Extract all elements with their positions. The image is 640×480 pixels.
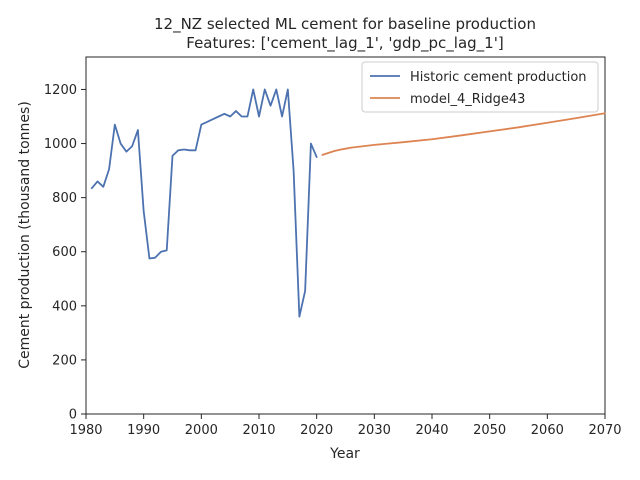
plot-area: [85, 56, 606, 415]
x-tick-label: 2060: [531, 423, 564, 438]
chart-title: 12_NZ selected ML cement for baseline pr…: [154, 15, 536, 34]
y-tick-label: 0: [69, 408, 77, 423]
x-tick-label: 2070: [588, 423, 621, 438]
y-axis: 0 200 400 600 800 1000 1200: [44, 83, 86, 423]
legend: Historic cement production model_4_Ridge…: [361, 61, 599, 113]
legend-box: [361, 61, 599, 113]
series-line-model: [321, 112, 606, 156]
y-tick-label: 200: [52, 353, 77, 368]
x-tick-label: 2050: [473, 423, 506, 438]
series-line-historic: [90, 88, 318, 318]
series-layer: [90, 88, 606, 318]
x-tick-label: 2030: [358, 423, 391, 438]
x-tick-label: 2010: [242, 423, 275, 438]
legend-label-model: model_4_Ridge43: [410, 92, 525, 107]
legend-label-historic: Historic cement production: [410, 70, 587, 85]
x-axis: 1980 1990 2000 2010 2020 2030 2040 2050 2060 2070: [69, 414, 622, 438]
y-tick-label: 1200: [44, 83, 77, 98]
x-tick-label: 2040: [415, 423, 448, 438]
y-tick-label: 400: [52, 299, 77, 314]
y-axis-label: Cement production (thousand tonnes): [17, 101, 33, 369]
y-tick-label: 1000: [44, 137, 77, 152]
y-tick-label: 600: [52, 245, 77, 260]
x-tick-label: 2000: [185, 423, 218, 438]
x-tick-label: 2020: [300, 423, 333, 438]
chart-subtitle: Features: ['cement_lag_1', 'gdp_pc_lag_1…: [186, 34, 503, 53]
x-tick-label: 1990: [127, 423, 160, 438]
y-tick-label: 800: [52, 191, 77, 206]
x-axis-label: Year: [329, 446, 360, 462]
x-tick-label: 1980: [69, 423, 102, 438]
